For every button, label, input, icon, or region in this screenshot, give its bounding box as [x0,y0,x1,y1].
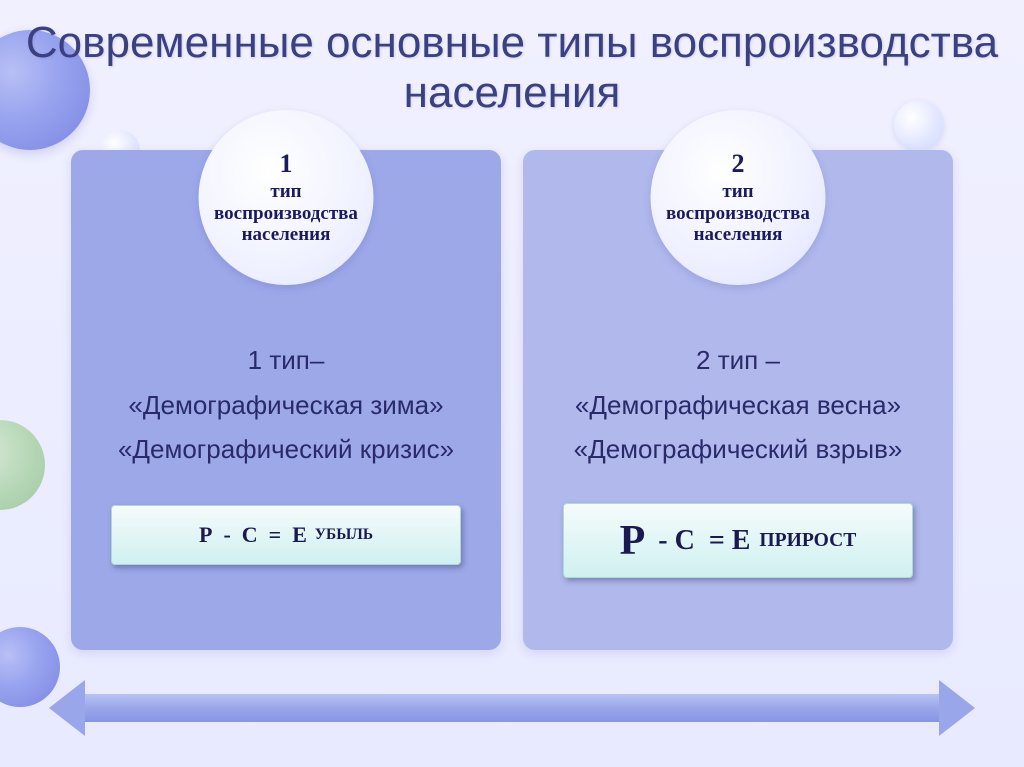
card-body: 1 тип– «Демографическая зима» «Демографи… [71,340,501,474]
formula-suffix-text: убыль [315,526,373,544]
type-phrase-1: «Демографическая весна» [523,385,953,427]
formula-e: Е [732,525,751,557]
formula-e: Е [292,522,307,548]
formula-c: С [242,522,258,548]
badge-number: 2 [732,149,745,179]
formula-growth: Р - С = Е прирост [563,503,913,578]
formula-suffix-text: прирост [759,530,856,552]
type-phrase-2: «Демографический кризис» [71,429,501,471]
formula-eq: = [695,525,732,557]
formula-p: Р [199,522,212,548]
double-arrow [85,694,939,722]
card-body: 2 тип – «Демографическая весна» «Демогра… [523,340,953,474]
card-type-1: 1 тип воспроизводства населения 1 тип– «… [71,150,501,650]
formula-eq: = [258,522,293,548]
type-phrase-2: «Демографический взрыв» [523,429,953,471]
type-label: 1 тип– [71,340,501,382]
formula-minus: - [651,525,674,557]
formula-decline: Р - С = Е убыль [111,505,461,565]
cards-row: 1 тип воспроизводства населения 1 тип– «… [70,150,954,650]
badge-caption: тип воспроизводства населения [651,181,826,247]
formula-suffix [752,530,757,552]
type-phrase-1: «Демографическая зима» [71,385,501,427]
badge-caption: тип воспроизводства населения [199,181,374,247]
type-label: 2 тип – [523,340,953,382]
formula-suffix [309,526,313,544]
card-type-2: 2 тип воспроизводства населения 2 тип – … [523,150,953,650]
badge-type-2: 2 тип воспроизводства населения [651,110,826,285]
badge-number: 1 [280,149,293,179]
formula-p: Р [620,517,646,565]
badge-type-1: 1 тип воспроизводства населения [199,110,374,285]
formula-c: С [675,525,695,557]
slide-title: Современные основные типы воспроизводств… [0,18,1024,118]
formula-minus: - [212,522,241,548]
